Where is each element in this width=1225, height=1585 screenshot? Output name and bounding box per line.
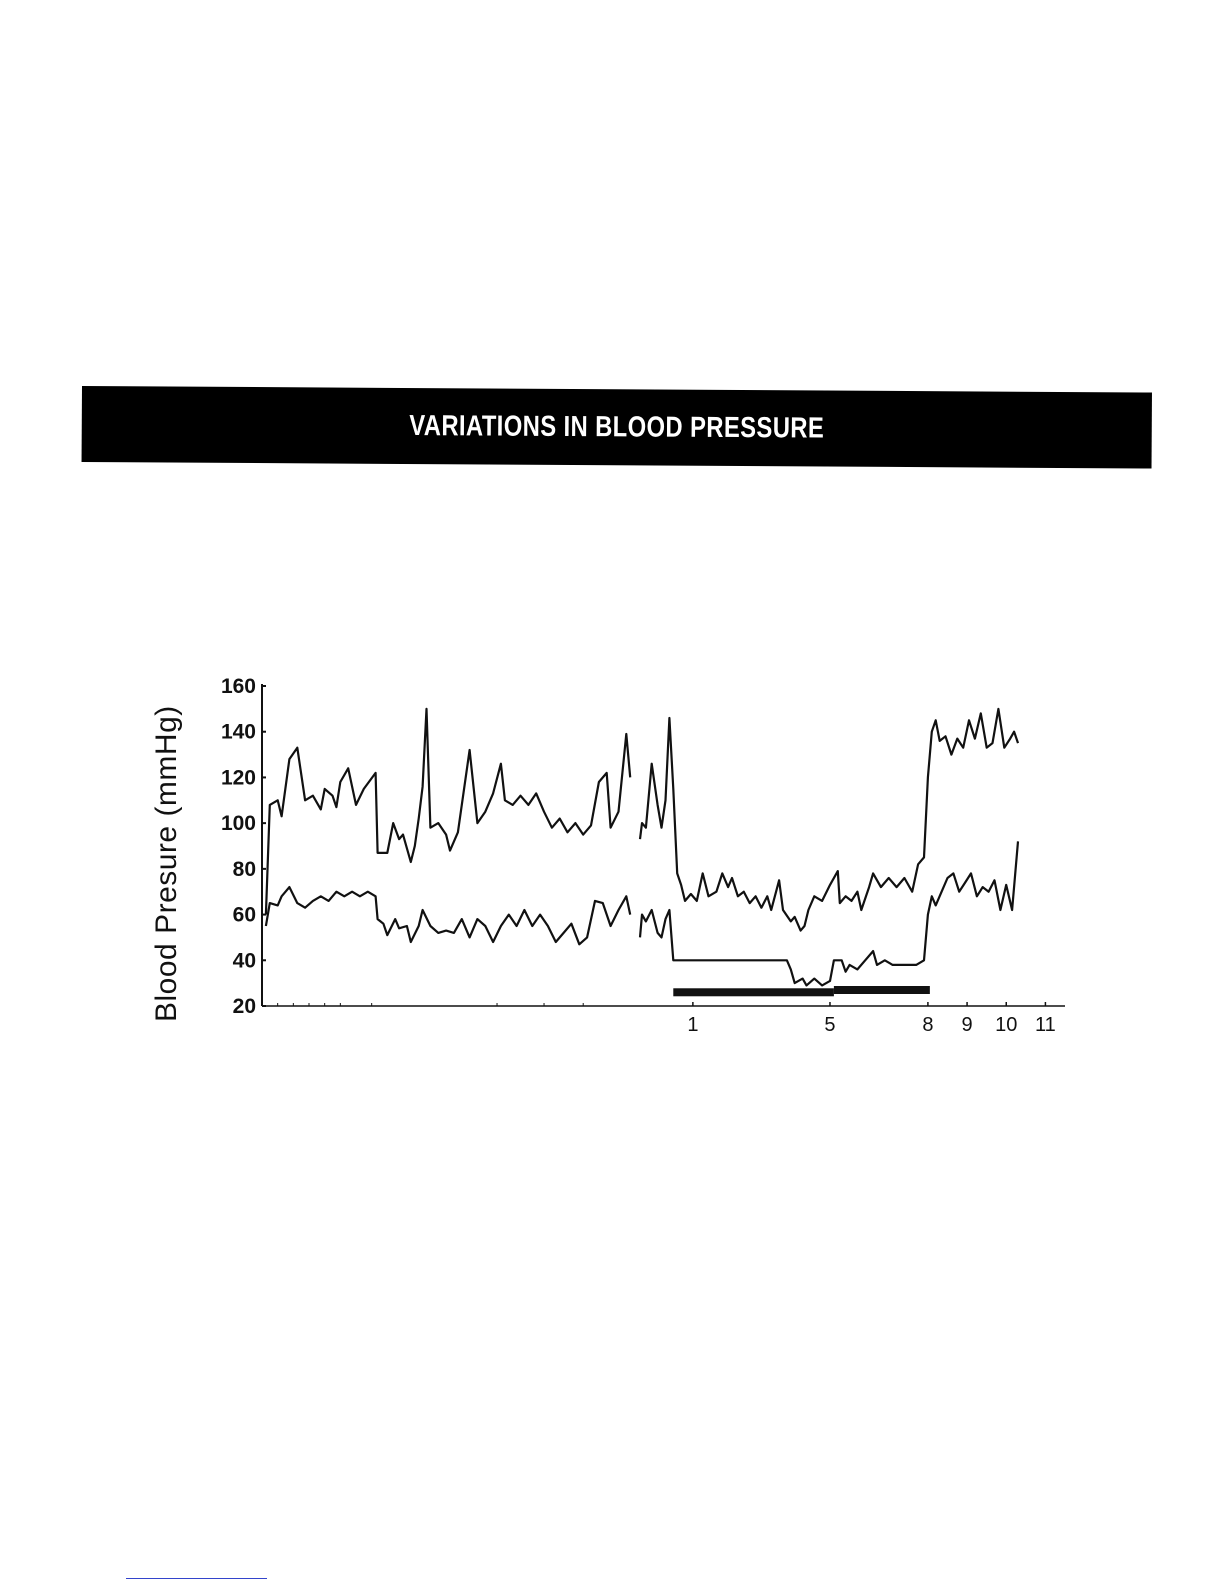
event-bar-2: [833, 986, 930, 994]
title-banner: VARIATIONS IN BLOOD PRESSURE: [81, 386, 1152, 469]
y-axis-label: Blood Presure (mmHg): [150, 705, 183, 1022]
series-2-segment-1: [264, 886, 632, 946]
y-tick-label: 80: [233, 858, 256, 881]
series-1-segment-1: [264, 707, 632, 915]
x-tick-label: 11: [1035, 1014, 1056, 1036]
event-bar-1: [673, 988, 834, 997]
footer-rule: [126, 1578, 267, 1579]
y-tick-label: 100: [221, 812, 256, 835]
blood-pressure-chart: 20 40 60 80 100 120 140 160 1 5 8 9 10 11: [221, 675, 1065, 1036]
x-tick-label: 10: [995, 1014, 1017, 1036]
y-tick-label: 40: [233, 949, 256, 972]
y-tick-label: 120: [221, 766, 256, 789]
y-tick-label: 140: [221, 721, 256, 744]
x-tick-label: 9: [962, 1014, 973, 1036]
series-2-segment-2: [638, 841, 1020, 987]
y-tick-label: 20: [233, 995, 256, 1018]
x-tick-label: 8: [922, 1014, 933, 1036]
page-title: VARIATIONS IN BLOOD PRESSURE: [409, 409, 825, 445]
x-tick-label: 5: [824, 1014, 835, 1036]
series-1-segment-2: [638, 707, 1020, 932]
x-tick-label: 1: [687, 1014, 698, 1036]
y-tick-label: 60: [233, 904, 256, 927]
y-tick-label: 160: [221, 675, 256, 698]
